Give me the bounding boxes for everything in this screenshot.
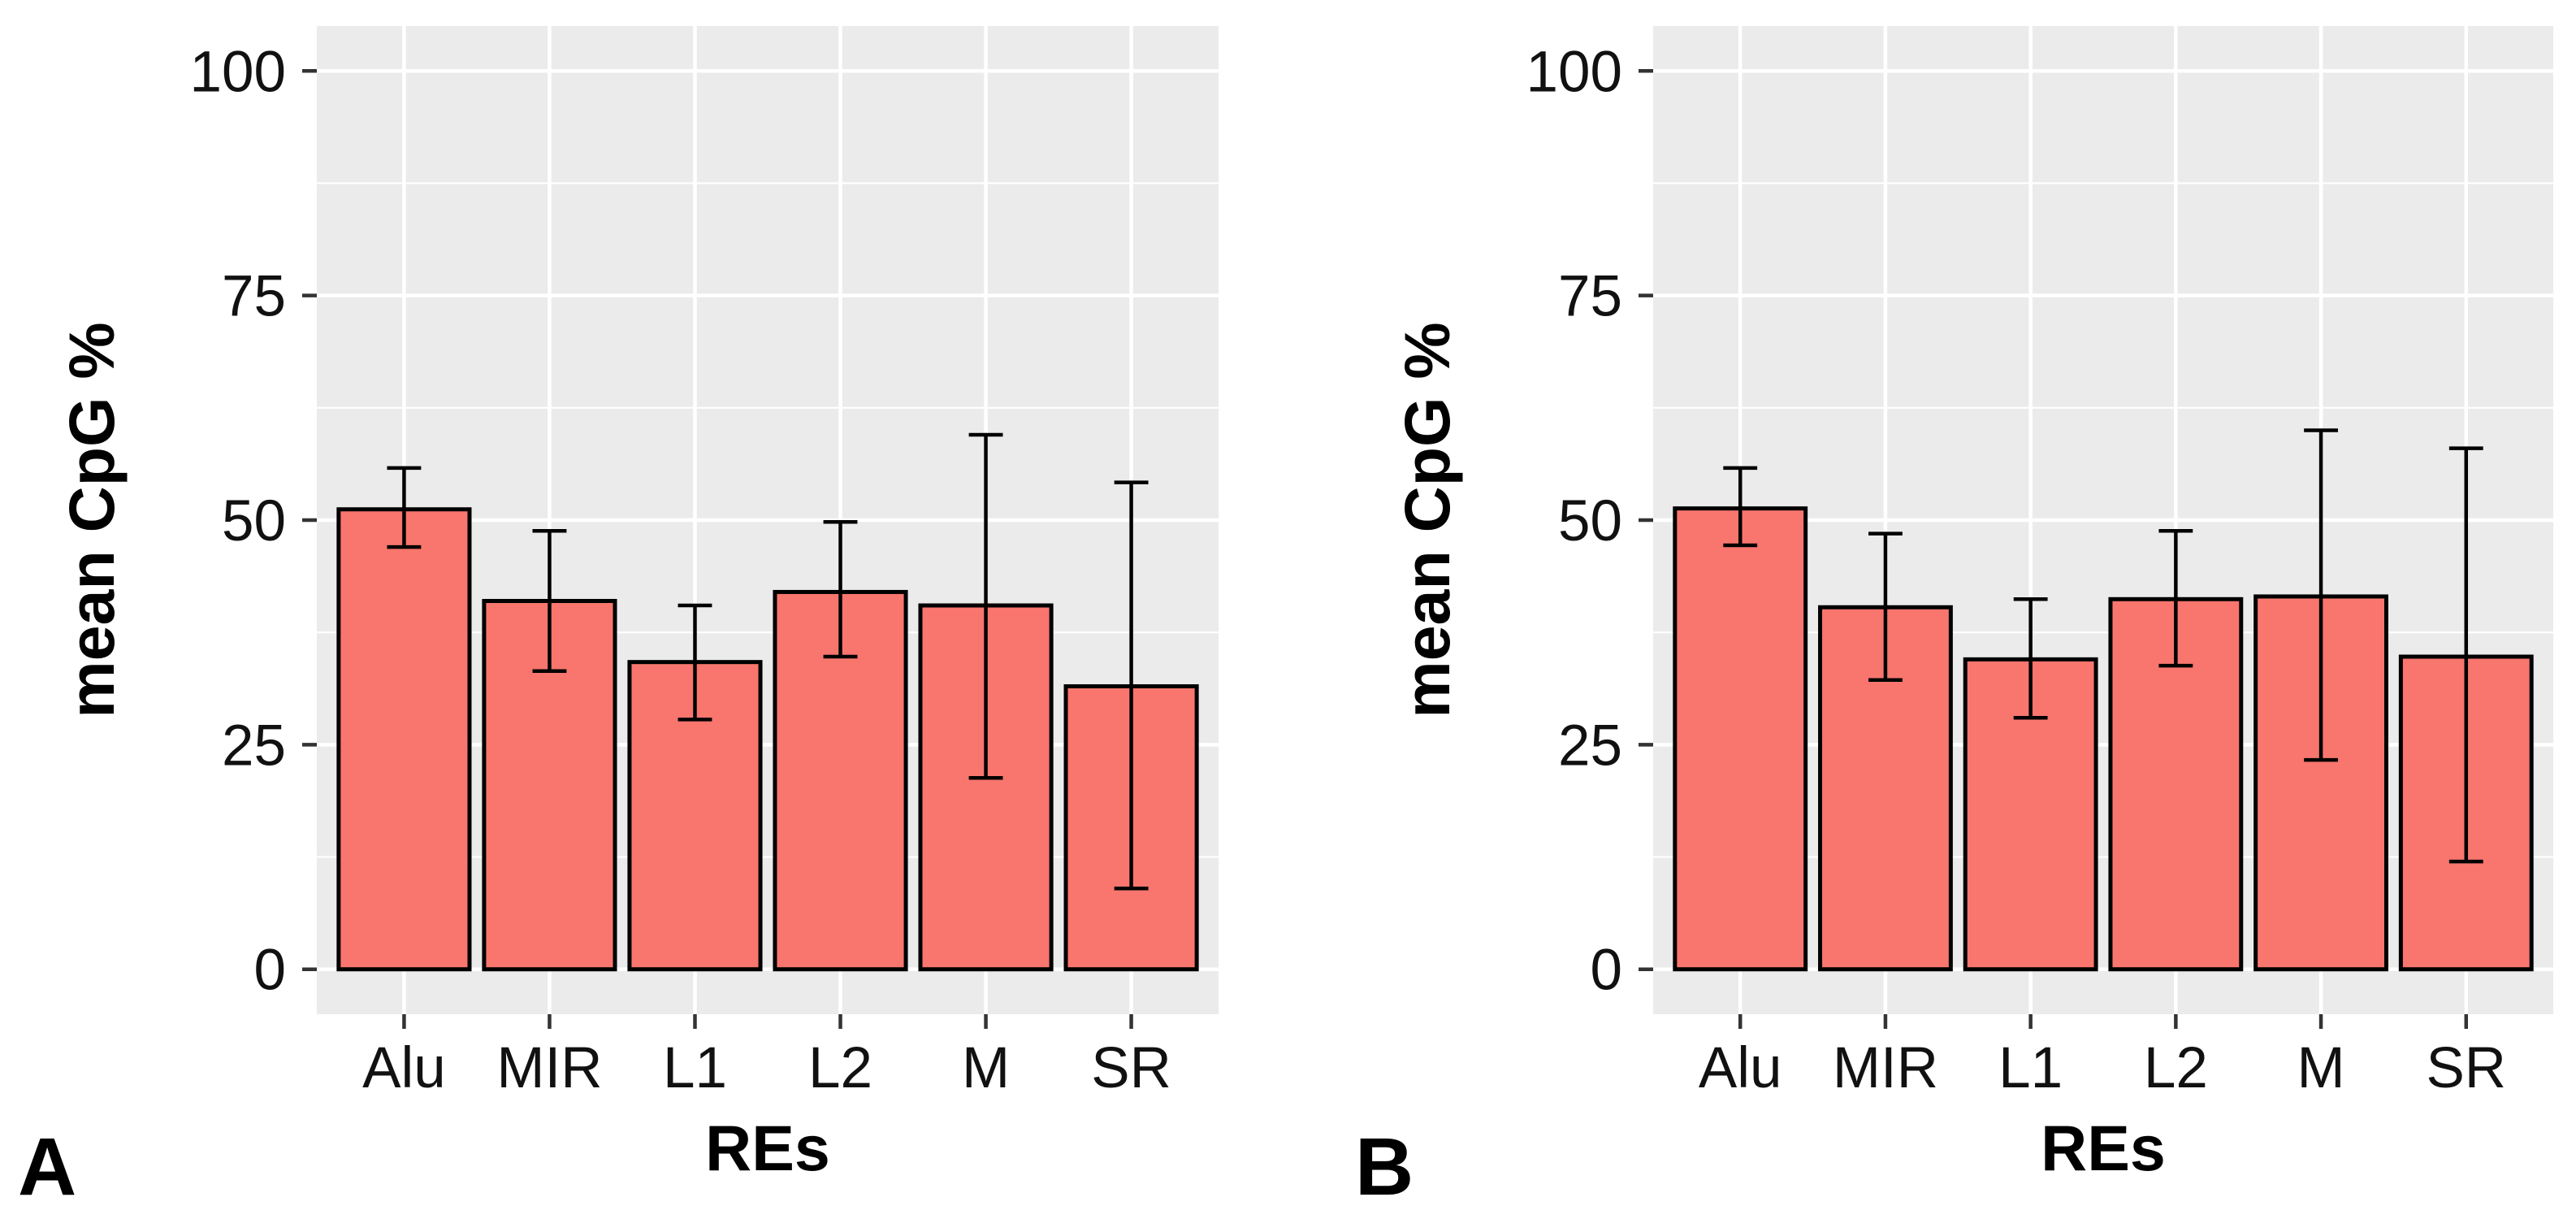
error-bar-sr — [2448, 446, 2483, 864]
x-tick-label-m: M — [2297, 1036, 2344, 1100]
x-tick-label-l2: L2 — [808, 1036, 872, 1100]
panel-label: B — [1355, 1121, 1414, 1212]
y-tick-label: 25 — [1558, 714, 1622, 778]
y-axis-title: mean CpG % — [1391, 322, 1463, 718]
y-tick-label: 50 — [1558, 489, 1622, 553]
error-bar-m — [2304, 428, 2338, 762]
y-tick-label: 0 — [1591, 939, 1623, 1003]
x-tick-label-m: M — [962, 1036, 1010, 1100]
x-axis-title: REs — [705, 1112, 830, 1184]
error-bar-alu — [387, 466, 422, 549]
error-bar-mir — [532, 529, 567, 673]
error-bar-l2 — [2158, 529, 2193, 668]
error-bar-l2 — [823, 519, 858, 659]
error-bar-alu — [1723, 466, 1758, 548]
x-tick-label-mir: MIR — [496, 1036, 602, 1100]
x-tick-label-l1: L1 — [663, 1036, 727, 1100]
x-tick-label-sr: SR — [2426, 1036, 2506, 1100]
y-tick-label: 75 — [222, 265, 286, 329]
error-bar-m — [968, 432, 1003, 780]
x-tick-label-alu: Alu — [1699, 1036, 1782, 1100]
x-tick-label-l1: L1 — [1998, 1036, 2063, 1100]
y-tick-label: 0 — [254, 939, 287, 1003]
bar-alu — [336, 507, 472, 972]
x-tick-label-sr: SR — [1091, 1036, 1171, 1100]
chart-panel-a: 0 25 50 75 100 Alu MIR L1 L2 M SR REs mean CpG % A — [18, 26, 1219, 1212]
y-tick-label: 50 — [222, 489, 286, 553]
x-tick-label-l2: L2 — [2144, 1036, 2208, 1100]
y-axis-title: mean CpG % — [55, 322, 128, 718]
error-bar-mir — [1868, 531, 1903, 683]
bar-alu — [1673, 506, 1808, 972]
error-bar-l1 — [2013, 597, 2048, 720]
error-bar-sr — [1114, 480, 1149, 891]
x-tick-label-mir: MIR — [1833, 1036, 1938, 1100]
y-tick-label: 25 — [222, 714, 286, 778]
panel-label: A — [18, 1121, 76, 1212]
chart-panel-b: 0 25 50 75 100 Alu MIR L1 L2 M SR REs mean CpG % B — [1355, 26, 2553, 1212]
y-tick-label: 75 — [1558, 265, 1622, 329]
error-bar-l1 — [678, 603, 712, 722]
y-tick-label: 100 — [190, 40, 286, 104]
y-tick-label: 100 — [1526, 40, 1622, 104]
x-tick-label-alu: Alu — [362, 1036, 446, 1100]
x-axis-title: REs — [2041, 1112, 2166, 1184]
